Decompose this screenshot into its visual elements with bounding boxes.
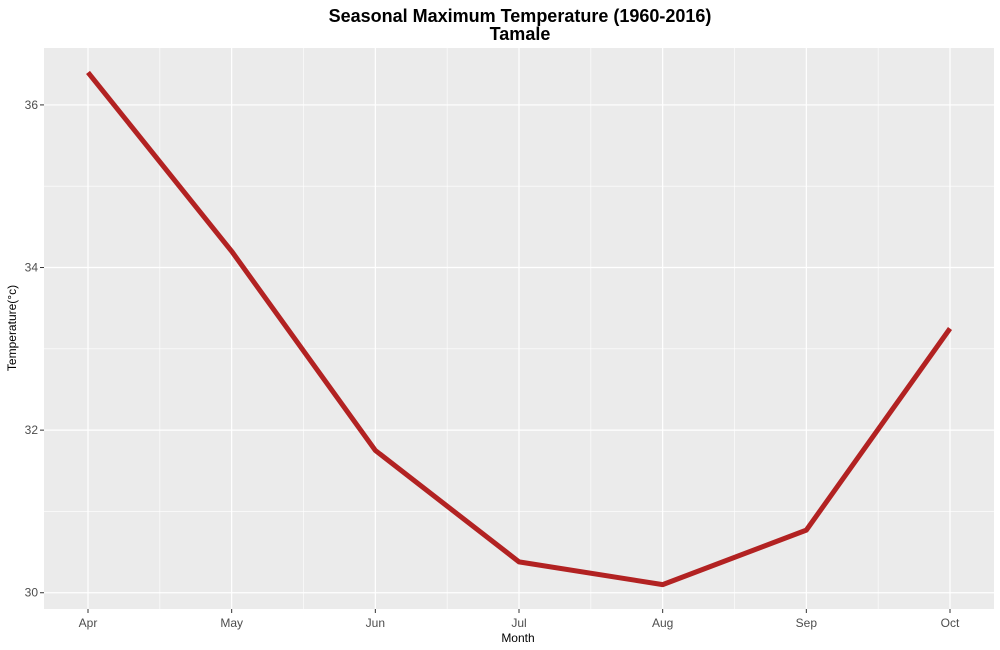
major-gridlines-x [87, 48, 951, 609]
x-tick-label: Aug [652, 616, 673, 630]
x-tick-label: Apr [79, 616, 98, 630]
x-axis: Apr May Jun Jul Aug Sep Oct [79, 609, 960, 630]
x-axis-label: Month [501, 631, 534, 645]
y-tick-label: 34 [25, 261, 39, 275]
y-axis-label: Temperature(°c) [5, 285, 19, 371]
y-tick-label: 30 [25, 586, 39, 600]
y-tick-label: 36 [25, 98, 39, 112]
y-axis: 30 32 34 36 [25, 98, 44, 600]
y-tick-label: 32 [25, 423, 39, 437]
x-tick-label: Jun [366, 616, 385, 630]
chart-subtitle: Tamale [490, 24, 551, 44]
x-tick-label: Jul [511, 616, 526, 630]
chart-title: Seasonal Maximum Temperature (1960-2016) [329, 6, 712, 26]
x-tick-label: Sep [796, 616, 818, 630]
minor-gridlines-x [159, 48, 879, 609]
x-tick-label: Oct [941, 616, 960, 630]
series-layer [86, 70, 953, 588]
x-tick-label: May [220, 616, 243, 630]
